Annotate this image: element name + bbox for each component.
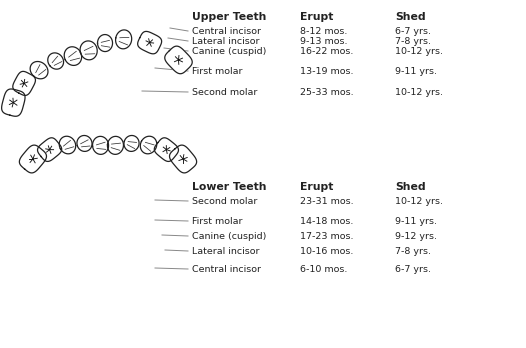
Text: Lower Teeth: Lower Teeth: [192, 182, 267, 192]
Text: 9-13 mos.: 9-13 mos.: [300, 37, 348, 46]
Text: 10-12 yrs.: 10-12 yrs.: [395, 47, 443, 56]
Text: 8-12 mos.: 8-12 mos.: [300, 27, 347, 36]
Text: 14-18 mos.: 14-18 mos.: [300, 217, 353, 226]
Polygon shape: [124, 135, 139, 151]
Text: 9-11 yrs.: 9-11 yrs.: [395, 67, 437, 76]
Text: 16-22 mos.: 16-22 mos.: [300, 47, 353, 56]
Text: 9-12 yrs.: 9-12 yrs.: [395, 232, 437, 241]
Polygon shape: [30, 62, 48, 79]
Text: 25-33 mos.: 25-33 mos.: [300, 88, 353, 97]
Text: First molar: First molar: [192, 217, 242, 226]
Polygon shape: [59, 136, 76, 154]
Text: 13-19 mos.: 13-19 mos.: [300, 67, 353, 76]
Text: Canine (cuspid): Canine (cuspid): [192, 47, 266, 56]
Text: 10-12 yrs.: 10-12 yrs.: [395, 197, 443, 206]
Polygon shape: [77, 135, 92, 151]
Polygon shape: [97, 34, 113, 52]
Text: 6-10 mos.: 6-10 mos.: [300, 265, 347, 274]
Text: Central incisor: Central incisor: [192, 27, 261, 36]
Text: Second molar: Second molar: [192, 88, 257, 97]
Polygon shape: [13, 71, 35, 95]
Polygon shape: [93, 136, 108, 155]
Text: Central incisor: Central incisor: [192, 265, 261, 274]
Text: 6-7 yrs.: 6-7 yrs.: [395, 265, 431, 274]
Text: 6-7 yrs.: 6-7 yrs.: [395, 27, 431, 36]
Polygon shape: [19, 145, 46, 173]
Polygon shape: [154, 138, 178, 161]
Text: 17-23 mos.: 17-23 mos.: [300, 232, 353, 241]
Text: 7-8 yrs.: 7-8 yrs.: [395, 247, 431, 256]
Polygon shape: [48, 53, 64, 69]
Text: Lateral incisor: Lateral incisor: [192, 37, 259, 46]
Polygon shape: [140, 136, 157, 154]
Text: 10-16 mos.: 10-16 mos.: [300, 247, 353, 256]
Text: Canine (cuspid): Canine (cuspid): [192, 232, 266, 241]
Polygon shape: [138, 31, 161, 54]
Text: 23-31 mos.: 23-31 mos.: [300, 197, 353, 206]
Text: 9-11 yrs.: 9-11 yrs.: [395, 217, 437, 226]
Polygon shape: [116, 30, 132, 49]
Text: Shed: Shed: [395, 182, 426, 192]
Text: Erupt: Erupt: [300, 12, 333, 22]
Polygon shape: [165, 46, 192, 74]
Text: Upper Teeth: Upper Teeth: [192, 12, 266, 22]
Polygon shape: [2, 89, 25, 116]
Text: Shed: Shed: [395, 12, 426, 22]
Text: 7-8 yrs.: 7-8 yrs.: [395, 37, 431, 46]
Text: Lateral incisor: Lateral incisor: [192, 247, 259, 256]
Polygon shape: [80, 41, 97, 60]
Text: Second molar: Second molar: [192, 197, 257, 206]
Text: First molar: First molar: [192, 67, 242, 76]
Polygon shape: [64, 47, 82, 65]
Polygon shape: [37, 138, 62, 161]
Polygon shape: [107, 136, 124, 155]
Text: Erupt: Erupt: [300, 182, 333, 192]
Text: 10-12 yrs.: 10-12 yrs.: [395, 88, 443, 97]
Polygon shape: [169, 145, 197, 173]
